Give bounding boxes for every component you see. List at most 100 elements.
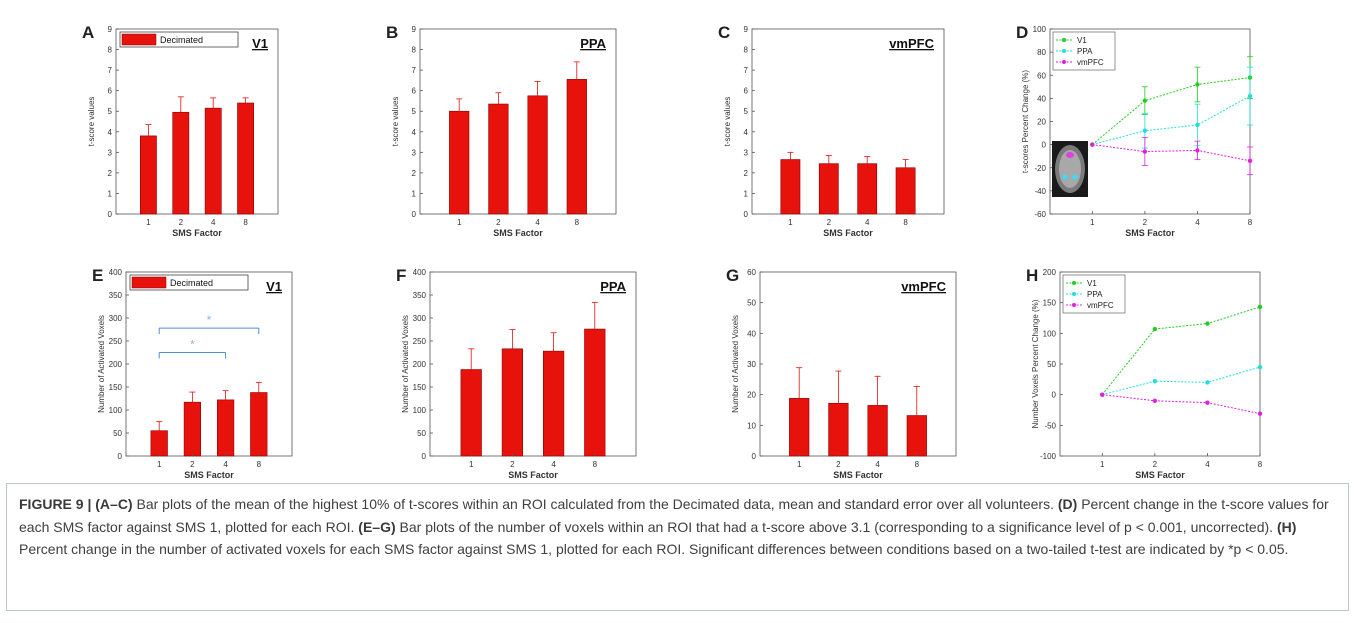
x-tick-label: 4	[551, 460, 556, 469]
y-tick-label: 50	[113, 429, 122, 438]
y-tick-label: 350	[413, 291, 427, 300]
x-axis-label: SMS Factor	[823, 228, 873, 238]
y-axis-label: t-score values	[723, 97, 732, 147]
y-tick-label: -20	[1034, 164, 1046, 173]
bar	[906, 415, 927, 457]
y-tick-label: 150	[109, 383, 123, 392]
data-point	[1205, 321, 1210, 326]
y-tick-label: 6	[412, 87, 417, 96]
y-tick-label: 100	[1043, 329, 1057, 338]
y-axis-label: Number of Activated Voxels	[97, 315, 106, 413]
data-point	[1152, 398, 1158, 403]
x-axis-label: SMS Factor	[508, 470, 558, 480]
legend-marker	[1062, 60, 1066, 64]
y-tick-label: 300	[109, 314, 123, 323]
data-point	[1152, 326, 1158, 332]
ppa-roi-left	[1062, 174, 1068, 180]
y-tick-label: 8	[108, 46, 113, 55]
axes-box	[115, 28, 279, 215]
y-tick-label: 250	[413, 337, 427, 346]
y-tick-label: 4	[412, 128, 417, 137]
data-point	[1090, 142, 1095, 147]
bar	[217, 399, 235, 457]
legend-swatch	[131, 276, 167, 289]
x-tick-label: 4	[1195, 218, 1200, 227]
y-tick-label: 200	[413, 360, 427, 369]
legend-marker	[1072, 281, 1076, 285]
bar	[250, 392, 268, 457]
series-line	[1102, 366, 1261, 396]
roi-title: PPA	[600, 279, 626, 294]
y-tick-label: 7	[108, 66, 113, 75]
x-tick-label: 8	[257, 460, 262, 469]
y-tick-label: 8	[412, 46, 417, 55]
legend-label: PPA	[1087, 290, 1103, 299]
x-tick-label: 8	[1258, 460, 1263, 469]
series-line	[1092, 95, 1251, 146]
panel-d: D -60 -40 -20 0 20 40 60 80 100 SMS Factor t-scores…	[1016, 23, 1253, 238]
x-tick-label: 4	[535, 218, 540, 227]
y-tick-label: 100	[1033, 25, 1047, 34]
y-tick-label: 2	[108, 169, 113, 178]
data-point	[1195, 148, 1200, 153]
x-tick-label: 2	[190, 460, 195, 469]
legend-label: V1	[1077, 36, 1087, 45]
panel-letter: E	[92, 266, 103, 285]
x-tick-label: 2	[1143, 218, 1148, 227]
x-axis-label: SMS Factor	[1125, 228, 1175, 238]
x-tick-label: 8	[575, 218, 580, 227]
y-tick-label: 20	[747, 391, 756, 400]
bar	[488, 103, 509, 215]
y-tick-label: 3	[108, 148, 113, 157]
y-tick-label: 150	[1043, 299, 1057, 308]
y-tick-label: 350	[109, 291, 123, 300]
y-tick-label: 8	[744, 46, 749, 55]
bar	[542, 350, 565, 457]
y-tick-label: 5	[412, 107, 417, 116]
legend-marker	[1072, 303, 1076, 307]
y-tick-label: 40	[1037, 94, 1046, 103]
y-tick-label: 3	[412, 148, 417, 157]
y-tick-label: 5	[108, 107, 113, 116]
vmpfc-roi	[1066, 152, 1074, 158]
y-tick-label: 60	[747, 268, 756, 277]
y-tick-label: 0	[752, 452, 757, 461]
data-point	[1195, 122, 1200, 128]
x-tick-label: 2	[827, 218, 832, 227]
caption-ref-e-g: (E–G)	[358, 518, 396, 535]
significance-star: *	[190, 338, 195, 352]
panel-letter: F	[396, 266, 406, 285]
x-tick-label: 2	[179, 218, 184, 227]
y-tick-label: 0	[422, 452, 427, 461]
caption-ref-h: (H)	[1276, 518, 1297, 535]
legend-marker	[1062, 49, 1066, 53]
bar	[780, 159, 801, 215]
y-tick-label: 50	[747, 299, 756, 308]
roi-title: PPA	[580, 36, 606, 51]
roi-title: V1	[252, 36, 268, 51]
panel-letter: G	[726, 266, 739, 285]
series-line	[1091, 77, 1251, 146]
significance-star: *	[207, 313, 212, 327]
y-tick-label: 7	[744, 66, 749, 75]
data-point	[1205, 400, 1210, 405]
series-line	[1101, 306, 1261, 395]
panel-f: F 0 50 100 150 200 250 300 350 400 SMS Factor Numbe…	[396, 266, 637, 480]
bar	[828, 402, 849, 457]
data-point	[1152, 378, 1158, 384]
legend-label: V1	[1087, 279, 1097, 288]
caption-text-2: Percent change in the t-score values for…	[19, 496, 1329, 535]
x-axis-label: SMS Factor	[493, 228, 543, 238]
y-tick-label: 3	[744, 148, 749, 157]
data-point	[1142, 149, 1148, 154]
bar	[237, 102, 255, 215]
panel-b: B 0 1 2 3 4 5 6 7 8 9 SMS Factor t-score values 1 2 4 8 P…	[386, 23, 617, 238]
x-tick-label: 4	[865, 218, 870, 227]
panel-letter: B	[386, 23, 398, 42]
x-tick-label: 8	[915, 460, 920, 469]
bar	[172, 111, 190, 215]
y-tick-label: 0	[412, 210, 417, 219]
caption-text-1: Bar plots of the mean of the highest 10%…	[132, 496, 1058, 512]
y-tick-label: 0	[1052, 391, 1057, 400]
y-tick-label: 9	[108, 25, 113, 34]
